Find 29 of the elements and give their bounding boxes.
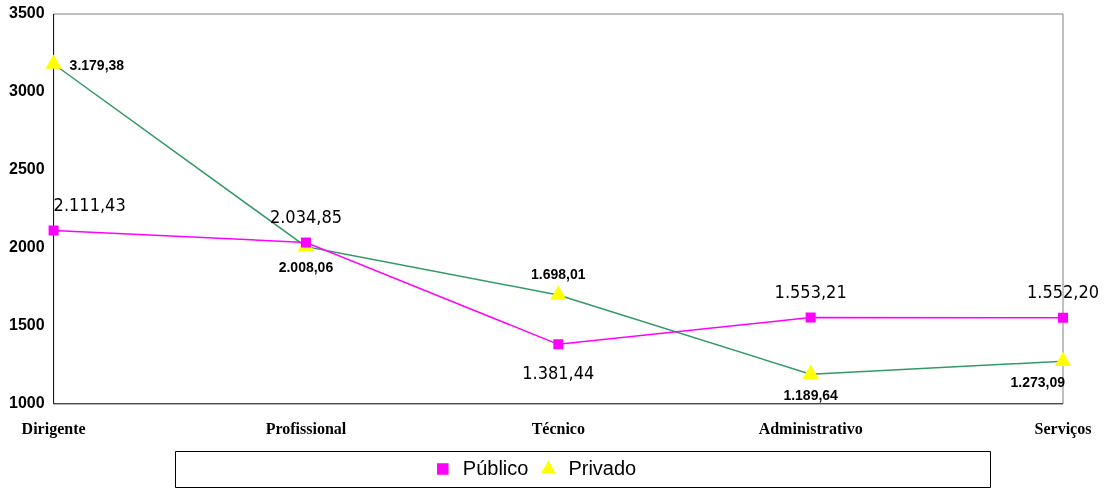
data-label: 1.381,44 (522, 362, 595, 383)
y-tick-label: 1500 (9, 316, 45, 334)
x-tick-label: Profissional (265, 419, 347, 437)
data-label: 1.552,20 (1026, 281, 1100, 303)
y-tick-label: 3500 (9, 4, 45, 22)
data-label: 2.111,43 (53, 194, 126, 216)
point (48, 225, 59, 236)
data-label: 2.034,85 (269, 206, 342, 228)
y-tick-label: 1000 (9, 394, 45, 412)
x-tick-label: Dirigente (21, 419, 86, 438)
y-tick-label: 3000 (9, 82, 45, 100)
data-label: 1.698,01 (531, 265, 586, 282)
legend-label: Privado (568, 456, 637, 479)
point (1058, 312, 1068, 323)
data-label: 1.189,64 (783, 387, 839, 404)
point (553, 339, 564, 350)
point (45, 55, 62, 69)
point (805, 312, 816, 323)
x-tick-label: Serviços (1034, 419, 1092, 438)
data-label: 2.008,06 (278, 259, 334, 276)
point (550, 286, 566, 300)
data-label: 3.179,38 (69, 56, 125, 73)
y-tick-label: 2500 (9, 160, 45, 178)
legend-label: Público (462, 456, 529, 479)
x-tick-label: Técnico (531, 419, 585, 437)
data-label: 1.553,21 (774, 281, 847, 303)
data-label: 1.273,09 (1010, 374, 1066, 391)
y-tick-label: 2000 (9, 238, 45, 256)
x-tick-label: Administrativo (758, 419, 863, 437)
